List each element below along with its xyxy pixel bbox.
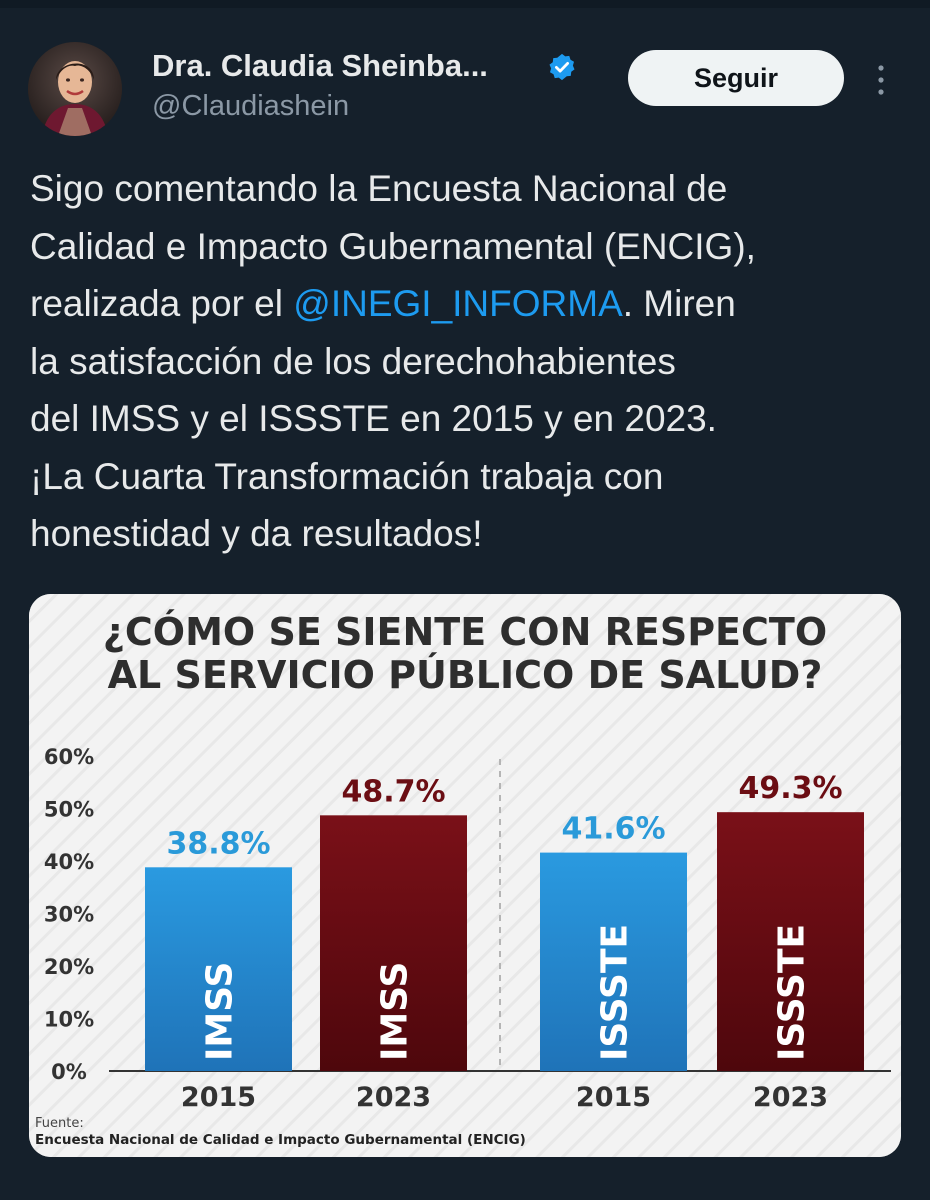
tweet-line-text: . Miren — [622, 283, 736, 324]
bar-value-label: 41.6% — [561, 812, 665, 847]
tweet-line-text: realizada por el — [30, 283, 294, 324]
bar — [540, 852, 687, 1071]
bar-name-label: IMSS — [375, 962, 416, 1061]
tweet-line: Calidad e Impacto Gubernamental (ENCIG), — [30, 225, 756, 267]
verified-badge-icon — [549, 53, 575, 81]
tweet-text: Sigo comentando la Encuesta Nacional de … — [30, 160, 910, 563]
bar-name-label: IMSS — [200, 962, 241, 1061]
tweet-line: honestidad y da resultados! — [30, 513, 483, 554]
avatar[interactable] — [28, 42, 122, 136]
tweet-line: la satisfacción de los derechohabientes — [30, 340, 676, 382]
top-divider — [0, 0, 930, 8]
more-vertical-icon[interactable] — [870, 62, 892, 98]
media-image[interactable]: ¿CÓMO SE SIENTE CON RESPECTO AL SERVICIO… — [29, 594, 901, 1157]
chart-plot: 0% 10% 20% 30% 40% 50% 60% 38.8% IMSS 2015 48.7% IM… — [44, 745, 891, 1113]
y-tick-label: 0% — [51, 1060, 87, 1084]
avatar-image — [28, 42, 122, 136]
bar-value-label: 49.3% — [738, 771, 842, 806]
bar — [717, 812, 864, 1071]
x-tick-label: 2015 — [181, 1082, 256, 1113]
follow-button[interactable]: Seguir — [628, 50, 844, 106]
bar-value-label: 48.7% — [341, 774, 445, 809]
y-tick-label: 20% — [44, 955, 94, 979]
source-text: Encuesta Nacional de Calidad e Impacto G… — [35, 1132, 526, 1148]
bar-value-label: 38.8% — [166, 826, 270, 861]
tweet-line: ¡La Cuarta Transformación trabaja con — [30, 455, 664, 497]
source-label: Fuente: — [35, 1116, 84, 1131]
bar — [145, 867, 292, 1071]
tweet-line: Sigo comentando la Encuesta Nacional de — [30, 168, 728, 209]
y-tick-label: 30% — [44, 903, 94, 927]
bar-name-label: ISSSTE — [772, 924, 813, 1061]
tweet-line: realizada por el @INEGI_INFORMA. Miren — [30, 275, 910, 333]
chart: ¿CÓMO SE SIENTE CON RESPECTO AL SERVICIO… — [29, 594, 901, 1157]
x-tick-label: 2023 — [753, 1082, 828, 1113]
chart-title: AL SERVICIO PÚBLICO DE SALUD? — [108, 653, 823, 697]
chart-title: ¿CÓMO SE SIENTE CON RESPECTO — [103, 610, 827, 654]
bar-name-label: ISSSTE — [595, 924, 636, 1061]
y-tick-label: 40% — [44, 850, 94, 874]
bar — [320, 815, 467, 1071]
tweet-line: del IMSS y el ISSSTE en 2015 y en 2023. — [30, 398, 717, 439]
author-handle[interactable]: @Claudiashein — [152, 90, 350, 122]
y-tick-label: 10% — [44, 1008, 94, 1032]
y-tick-label: 50% — [44, 798, 94, 822]
mention-link[interactable]: @INEGI_INFORMA — [293, 283, 623, 324]
y-tick-label: 60% — [44, 745, 94, 769]
x-tick-label: 2015 — [576, 1082, 651, 1113]
author-name[interactable]: Dra. Claudia Sheinba... — [152, 48, 488, 83]
x-tick-label: 2023 — [356, 1082, 431, 1113]
